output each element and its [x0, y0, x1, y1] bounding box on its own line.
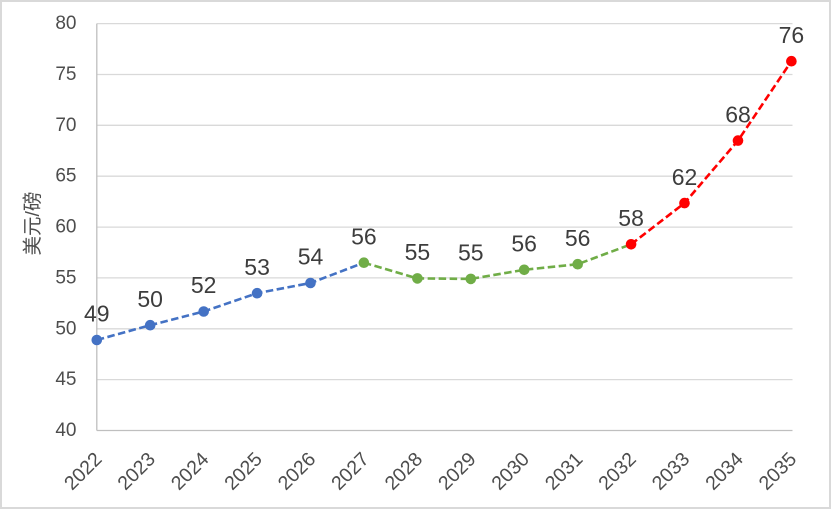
svg-text:2030: 2030 [488, 448, 534, 494]
svg-text:2031: 2031 [541, 448, 587, 494]
svg-text:55: 55 [55, 267, 76, 288]
svg-text:54: 54 [298, 244, 324, 270]
svg-text:2032: 2032 [594, 448, 640, 494]
svg-text:50: 50 [55, 318, 76, 339]
svg-text:50: 50 [137, 286, 163, 312]
svg-text:2033: 2033 [648, 448, 694, 494]
svg-text:2025: 2025 [220, 448, 266, 494]
svg-text:53: 53 [244, 254, 270, 280]
svg-text:68: 68 [725, 101, 751, 127]
svg-text:56: 56 [511, 231, 537, 257]
svg-text:2028: 2028 [381, 448, 427, 494]
svg-text:65: 65 [55, 166, 76, 187]
svg-text:2035: 2035 [755, 448, 801, 494]
svg-text:58: 58 [618, 205, 644, 231]
svg-text:2027: 2027 [327, 448, 373, 494]
svg-text:52: 52 [191, 272, 217, 298]
svg-text:55: 55 [458, 240, 484, 266]
svg-text:56: 56 [565, 225, 591, 251]
svg-text:60: 60 [55, 217, 76, 238]
svg-text:55: 55 [405, 239, 431, 265]
svg-text:49: 49 [84, 301, 110, 327]
svg-text:70: 70 [55, 115, 76, 136]
svg-text:2029: 2029 [434, 448, 480, 494]
svg-text:76: 76 [779, 22, 805, 48]
svg-text:2023: 2023 [114, 448, 160, 494]
svg-text:56: 56 [351, 223, 377, 249]
svg-text:2022: 2022 [60, 448, 106, 494]
svg-text:62: 62 [672, 164, 698, 190]
svg-text:2024: 2024 [167, 448, 213, 494]
svg-text:80: 80 [55, 13, 76, 34]
svg-text:45: 45 [55, 369, 76, 390]
svg-text:2026: 2026 [274, 448, 320, 494]
svg-text:美元/磅: 美元/磅 [22, 192, 44, 256]
svg-text:40: 40 [55, 420, 76, 441]
svg-text:75: 75 [55, 64, 76, 85]
svg-text:2034: 2034 [701, 448, 747, 494]
